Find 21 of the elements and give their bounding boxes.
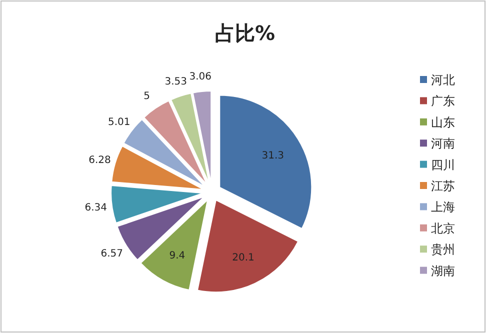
chart-title: 占比% — [214, 21, 276, 45]
data-label: 6.57 — [100, 248, 123, 260]
data-label: 20.1 — [232, 252, 254, 264]
data-label: 31.3 — [262, 150, 284, 162]
data-label: 6.28 — [88, 154, 111, 166]
data-label: 5 — [144, 90, 150, 102]
legend-label: 河北 — [431, 73, 455, 87]
data-label: 6.34 — [84, 202, 108, 214]
data-label: 9.4 — [169, 250, 186, 262]
legend-label: 湖南 — [431, 264, 455, 278]
legend-label: 广东 — [431, 94, 455, 108]
legend-label: 河南 — [431, 136, 455, 151]
data-label: 5.01 — [108, 116, 130, 128]
legend-label: 北京 — [431, 221, 455, 236]
legend-label: 山东 — [431, 115, 455, 130]
data-label: 3.53 — [164, 76, 188, 88]
legend-label: 上海 — [431, 200, 455, 214]
legend-label: 江苏 — [431, 179, 455, 193]
data-label: 3.06 — [189, 72, 212, 83]
legend-label: 四川 — [431, 158, 455, 172]
legend-label: 贵州 — [431, 242, 455, 257]
